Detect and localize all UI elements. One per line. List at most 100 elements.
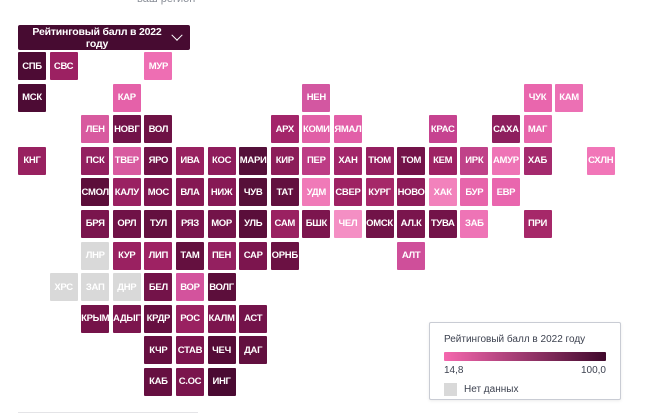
region-tile-КАР[interactable]: КАР [112, 83, 141, 112]
region-tile-ПРИ[interactable]: ПРИ [523, 209, 552, 238]
region-tile-ЛНР[interactable]: ЛНР [81, 241, 110, 270]
region-tile-САХА[interactable]: САХА [491, 115, 520, 144]
region-tile-АСТ[interactable]: АСТ [239, 304, 268, 333]
region-tile-ОРЛ[interactable]: ОРЛ [112, 209, 141, 238]
region-tile-ЕВР[interactable]: ЕВР [491, 178, 520, 207]
region-tile-СВЕР[interactable]: СВЕР [333, 178, 362, 207]
region-tile-ТВЕР[interactable]: ТВЕР [112, 146, 141, 175]
region-tile-ВЛА[interactable]: ВЛА [175, 178, 204, 207]
region-tile-С.ОС[interactable]: С.ОС [175, 367, 204, 396]
region-tile-МОР[interactable]: МОР [207, 209, 236, 238]
region-tile-ДНР[interactable]: ДНР [112, 273, 141, 302]
region-tile-СВС[interactable]: СВС [49, 52, 78, 80]
region-tile-УДМ[interactable]: УДМ [302, 178, 331, 207]
region-tile-ПЕН[interactable]: ПЕН [207, 241, 236, 270]
region-tile-ХАН[interactable]: ХАН [333, 146, 362, 175]
region-tile-АРХ[interactable]: АРХ [270, 115, 299, 144]
region-tile-ВОЛ[interactable]: ВОЛ [144, 115, 173, 144]
metric-dropdown-label: Рейтинговый балл в 2022 году [32, 25, 162, 50]
clipped-header-text: ваш регион [137, 0, 195, 5]
region-tile-КОС[interactable]: КОС [207, 146, 236, 175]
region-tile-КАБ[interactable]: КАБ [144, 367, 173, 396]
region-tile-ПЕР[interactable]: ПЕР [302, 146, 331, 175]
region-tile-РОС[interactable]: РОС [175, 304, 204, 333]
region-tile-МАГ[interactable]: МАГ [523, 115, 552, 144]
region-tile-ИРК[interactable]: ИРК [460, 146, 489, 175]
legend-range: 14,8 100,0 [444, 365, 606, 376]
region-tile-КНГ[interactable]: КНГ [18, 146, 46, 175]
region-tile-БШК[interactable]: БШК [302, 209, 331, 238]
region-tile-ЛЕН[interactable]: ЛЕН [81, 115, 110, 144]
region-tile-САМ[interactable]: САМ [270, 209, 299, 238]
region-tile-КУР[interactable]: КУР [112, 241, 141, 270]
region-tile-НОВО[interactable]: НОВО [397, 178, 426, 207]
legend-panel: Рейтинговый балл в 2022 году 14,8 100,0 … [429, 322, 621, 400]
region-tile-ХРС[interactable]: ХРС [49, 273, 78, 302]
region-tile-КРЫМ[interactable]: КРЫМ [81, 304, 110, 333]
region-tile-КРДР[interactable]: КРДР [144, 304, 173, 333]
region-tile-ХАБ[interactable]: ХАБ [523, 146, 552, 175]
metric-dropdown[interactable]: Рейтинговый балл в 2022 году [18, 25, 190, 50]
region-tile-КАМ[interactable]: КАМ [555, 83, 584, 112]
region-tile-ОРНБ[interactable]: ОРНБ [270, 241, 299, 270]
region-tile-ИВА[interactable]: ИВА [175, 146, 204, 175]
region-tile-НИЖ[interactable]: НИЖ [207, 178, 236, 207]
region-tile-ЗАБ[interactable]: ЗАБ [460, 209, 489, 238]
region-tile-САР[interactable]: САР [239, 241, 268, 270]
region-tile-КЧР[interactable]: КЧР [144, 336, 173, 365]
region-tile-ТАМ[interactable]: ТАМ [175, 241, 204, 270]
region-tile-ТОМ[interactable]: ТОМ [397, 146, 426, 175]
region-tile-КИР[interactable]: КИР [270, 146, 299, 175]
region-tile-НОВГ[interactable]: НОВГ [112, 115, 141, 144]
bottom-divider [18, 412, 198, 413]
region-tile-СМОЛ[interactable]: СМОЛ [81, 178, 110, 207]
region-tile-УЛЬ[interactable]: УЛЬ [239, 209, 268, 238]
region-tile-БРЯ[interactable]: БРЯ [81, 209, 110, 238]
region-tile-ЗАП[interactable]: ЗАП [81, 273, 110, 302]
region-tile-ЛИП[interactable]: ЛИП [144, 241, 173, 270]
region-tile-ВОЛГ[interactable]: ВОЛГ [207, 273, 236, 302]
region-tile-ВОР[interactable]: ВОР [175, 273, 204, 302]
region-tile-ЯРО[interactable]: ЯРО [144, 146, 173, 175]
legend-no-data-row: Нет данных [444, 383, 606, 396]
region-tile-ПСК[interactable]: ПСК [81, 146, 110, 175]
region-tile-КУРГ[interactable]: КУРГ [365, 178, 394, 207]
legend-max-label: 100,0 [580, 365, 606, 376]
region-tile-СПБ[interactable]: СПБ [18, 52, 46, 80]
region-tile-ЧУВ[interactable]: ЧУВ [239, 178, 268, 207]
region-tile-ТАТ[interactable]: ТАТ [270, 178, 299, 207]
region-tile-АЛ.К[interactable]: АЛ.К [397, 209, 426, 238]
region-tile-ХАК[interactable]: ХАК [428, 178, 457, 207]
region-tile-НЕН[interactable]: НЕН [302, 83, 331, 112]
region-tile-ОМСК[interactable]: ОМСК [365, 209, 394, 238]
region-tile-ДАГ[interactable]: ДАГ [239, 336, 268, 365]
region-tile-АДЫГ[interactable]: АДЫГ [112, 304, 141, 333]
region-tile-ТУВА[interactable]: ТУВА [428, 209, 457, 238]
region-tile-ЧУК[interactable]: ЧУК [523, 83, 552, 112]
region-tile-КАЛУ[interactable]: КАЛУ [112, 178, 141, 207]
no-data-swatch [444, 383, 457, 396]
region-tile-ТЮМ[interactable]: ТЮМ [365, 146, 394, 175]
region-tile-РЯЗ[interactable]: РЯЗ [175, 209, 204, 238]
region-tile-МОС[interactable]: МОС [144, 178, 173, 207]
region-tile-ИНГ[interactable]: ИНГ [207, 367, 236, 396]
region-tile-ЯМАЛ[interactable]: ЯМАЛ [333, 115, 362, 144]
region-tile-ЧЕЧ[interactable]: ЧЕЧ [207, 336, 236, 365]
region-tile-МАРИ[interactable]: МАРИ [239, 146, 268, 175]
region-tile-МУР[interactable]: МУР [144, 52, 173, 80]
tile-map: СПБ СВС МУР МСК КАР НЕН ЧУК КАМ ЛЕН НОВГ ВОЛ АРХ КОМ… [18, 52, 615, 396]
region-tile-КЕМ[interactable]: КЕМ [428, 146, 457, 175]
region-tile-БУР[interactable]: БУР [460, 178, 489, 207]
region-tile-СТАВ[interactable]: СТАВ [175, 336, 204, 365]
region-tile-МСК[interactable]: МСК [18, 83, 46, 112]
region-tile-ЧЕЛ[interactable]: ЧЕЛ [333, 209, 362, 238]
region-tile-АМУР[interactable]: АМУР [491, 146, 520, 175]
region-tile-КАЛМ[interactable]: КАЛМ [207, 304, 236, 333]
no-data-label: Нет данных [464, 384, 519, 395]
region-tile-ТУЛ[interactable]: ТУЛ [144, 209, 173, 238]
region-tile-СХЛН[interactable]: СХЛН [586, 146, 615, 175]
region-tile-АЛТ[interactable]: АЛТ [397, 241, 426, 270]
region-tile-КРАС[interactable]: КРАС [428, 115, 457, 144]
region-tile-БЕЛ[interactable]: БЕЛ [144, 273, 173, 302]
region-tile-КОМИ[interactable]: КОМИ [302, 115, 331, 144]
